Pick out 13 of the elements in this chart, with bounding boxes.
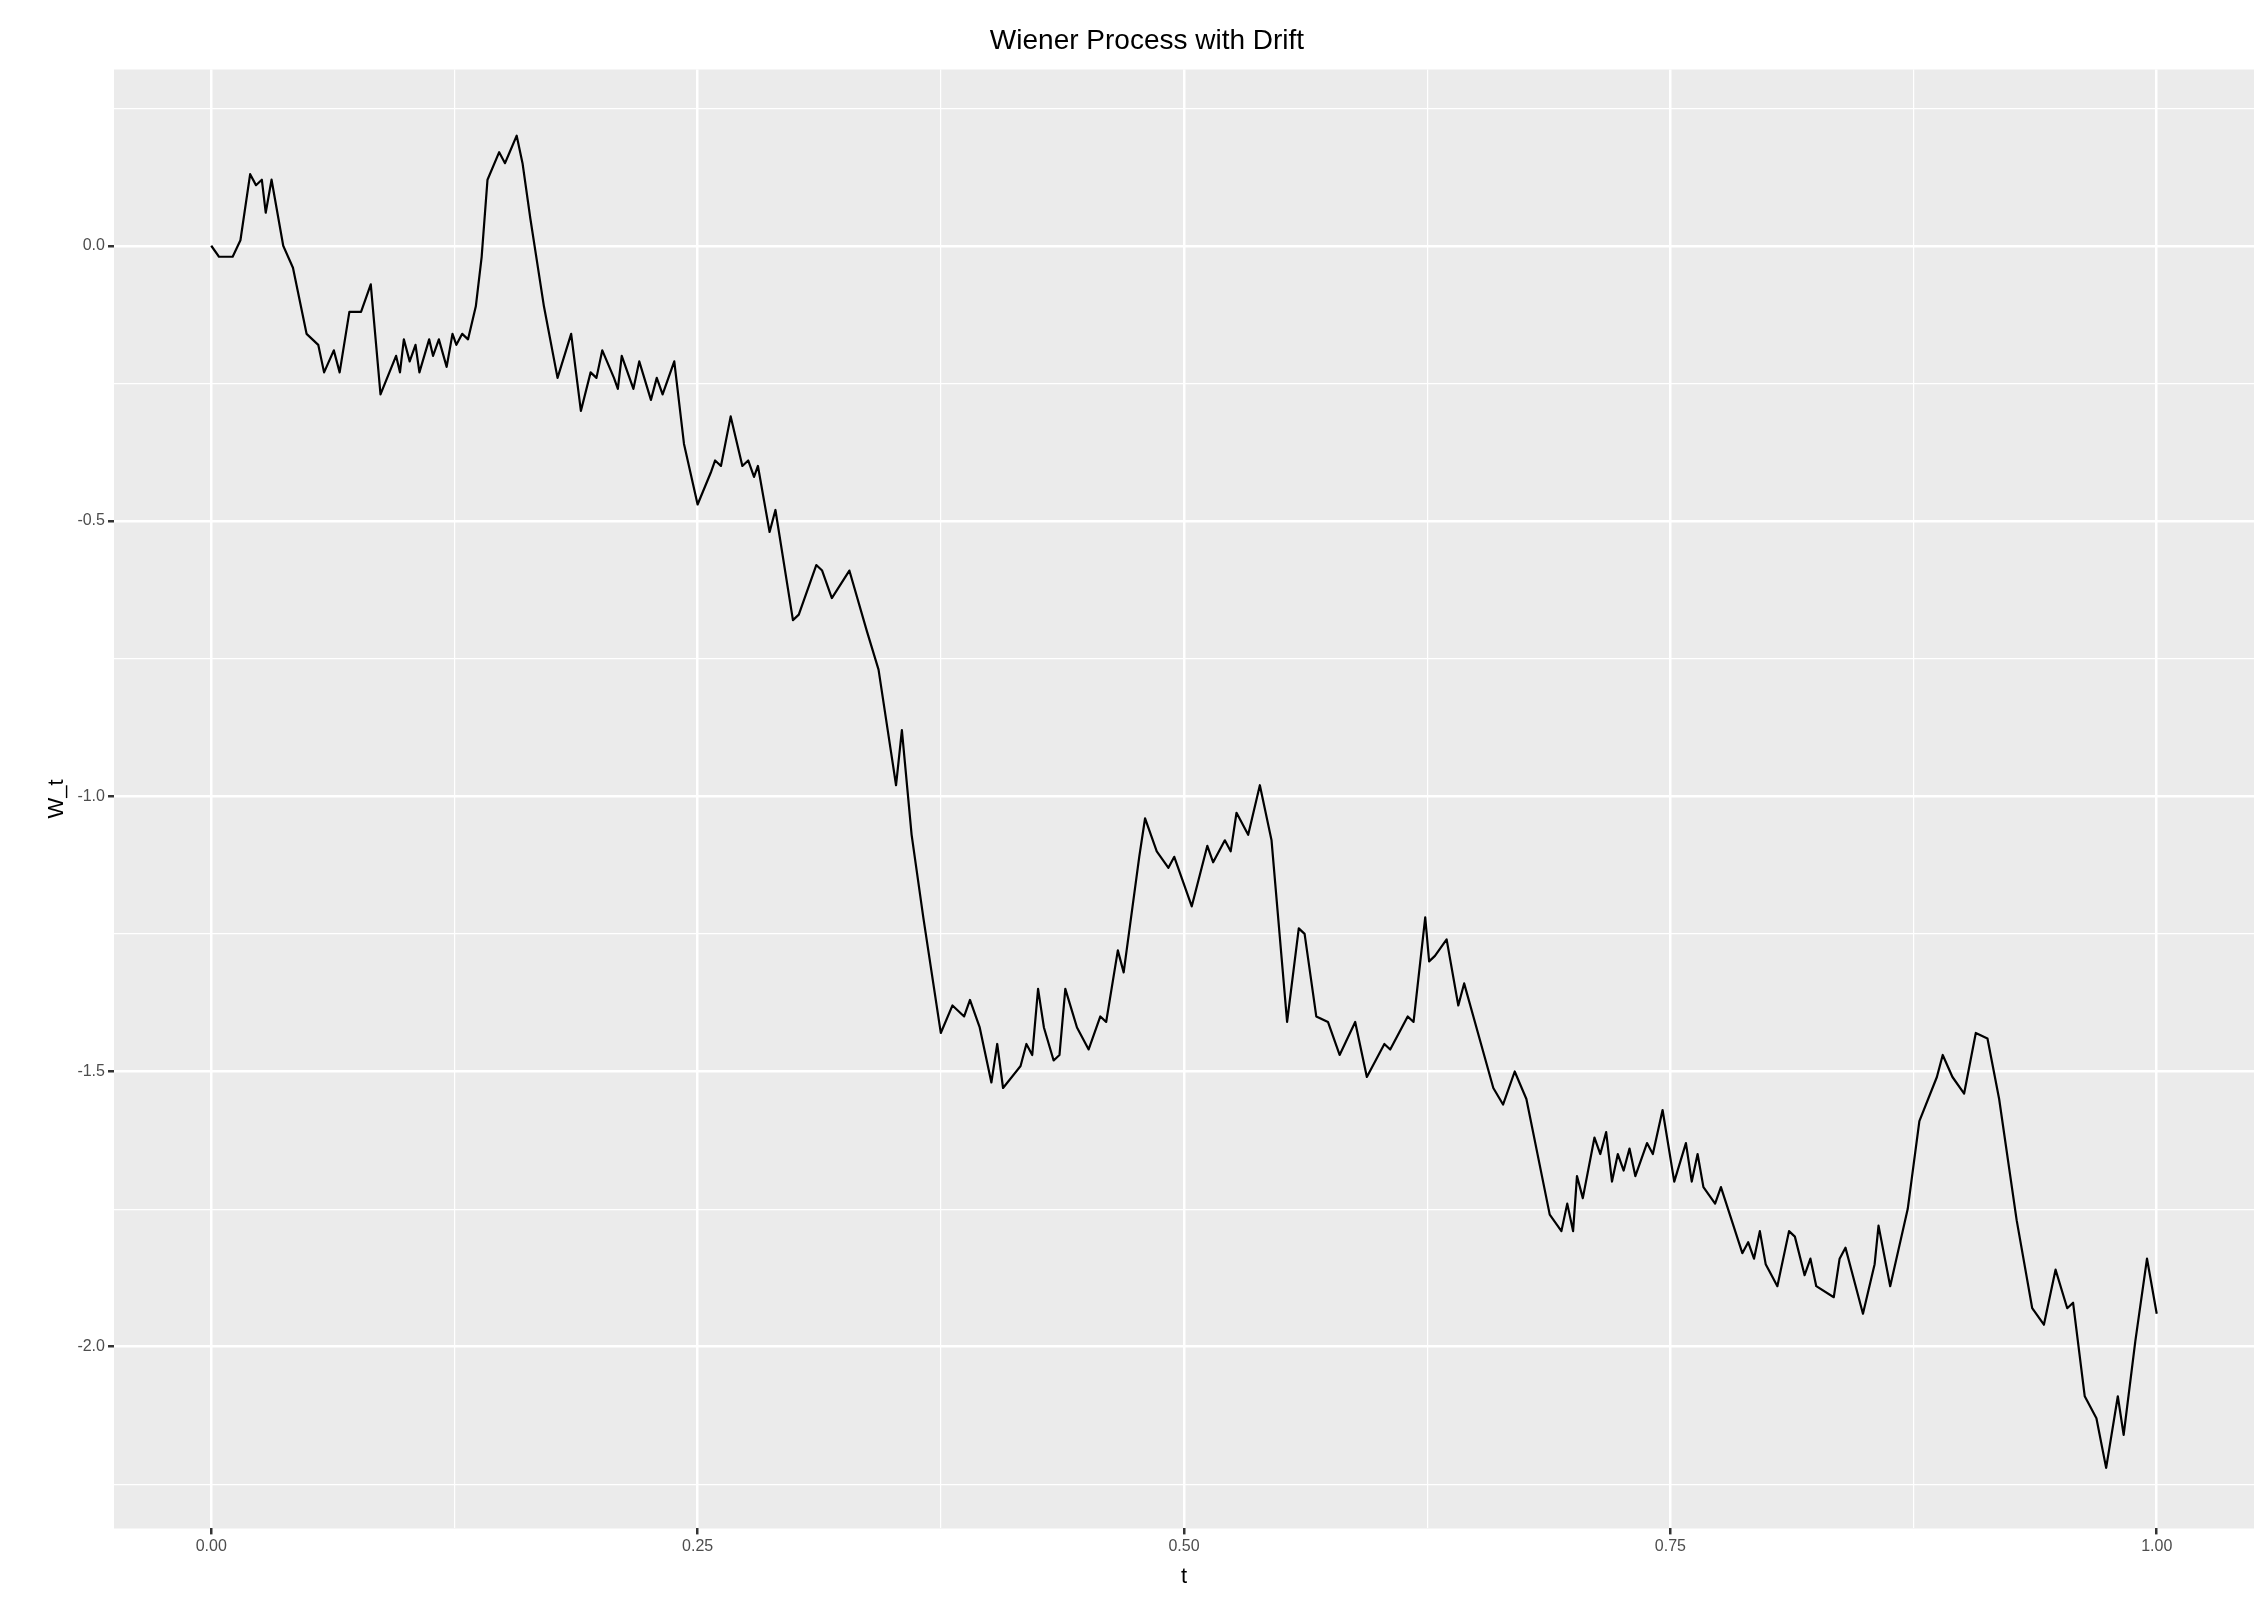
x-axis-title: t xyxy=(1180,1562,1188,1588)
y-tick-label: -1.5 xyxy=(77,1061,106,1079)
y-axis-title: W_t xyxy=(43,779,69,819)
y-tick-label: -1.0 xyxy=(77,786,106,804)
y-tick-label: -0.5 xyxy=(77,511,106,529)
x-tick-label: 0.75 xyxy=(1654,1537,1687,1555)
x-tick-label: 0.25 xyxy=(682,1537,714,1555)
x-tick-label: 0.50 xyxy=(1168,1537,1200,1555)
x-tick-label: 0.00 xyxy=(195,1537,227,1555)
chart-title: Wiener Process with Drift xyxy=(989,23,1305,55)
x-tick-label: 1.00 xyxy=(2141,1537,2173,1555)
y-tick-label: 0.0 xyxy=(82,236,106,254)
y-tick-label: -2.0 xyxy=(77,1337,106,1355)
